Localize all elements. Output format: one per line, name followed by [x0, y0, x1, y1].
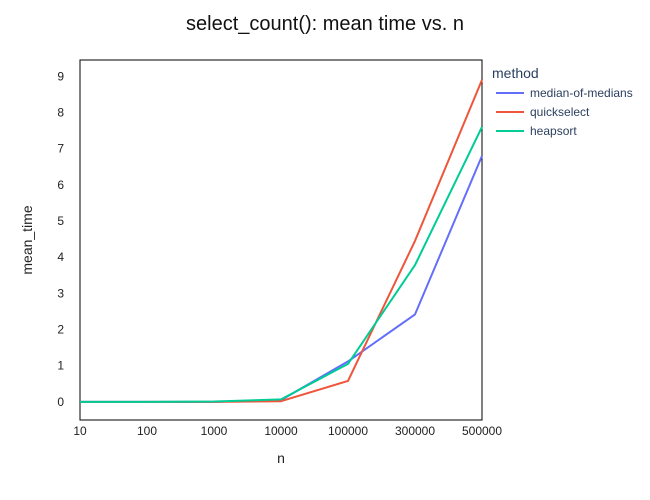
x-axis-title: n [277, 450, 285, 466]
x-tick-label: 500000 [462, 424, 502, 438]
x-tick-label: 1000 [201, 424, 228, 438]
y-tick-label: 4 [57, 250, 64, 264]
y-axis-title: mean_time [19, 205, 35, 274]
x-tick-label: 100000 [328, 424, 368, 438]
x-tick-label: 10 [73, 424, 87, 438]
y-tick-label: 9 [57, 69, 64, 83]
chart-title: select_count(): mean time vs. n [186, 13, 464, 35]
y-tick-label: 5 [57, 214, 64, 228]
x-tick-label: 300000 [395, 424, 435, 438]
legend: method median-of-medians quickselect heaps… [492, 65, 633, 138]
series-line-median-of-medians [80, 155, 483, 403]
y-tick-label: 2 [57, 323, 64, 337]
plot-frame [79, 59, 483, 421]
legend-label: heapsort [530, 124, 577, 138]
y-axis: 0 1 2 3 4 5 6 7 8 9 [57, 69, 64, 409]
legend-label: median-of-medians [530, 86, 633, 100]
y-tick-label: 8 [57, 105, 64, 119]
x-tick-label: 10000 [264, 424, 298, 438]
legend-label: quickselect [530, 105, 590, 119]
series-line-quickselect [80, 79, 483, 403]
y-tick-label: 3 [57, 286, 64, 300]
x-axis: 10 100 1000 10000 100000 300000 500000 [73, 424, 502, 438]
y-tick-label: 1 [57, 359, 64, 373]
legend-title: method [492, 65, 539, 81]
y-tick-label: 6 [57, 178, 64, 192]
y-tick-label: 7 [57, 142, 64, 156]
y-tick-label: 0 [57, 395, 64, 409]
x-tick-label: 100 [137, 424, 157, 438]
plot-area [80, 79, 483, 403]
series-line-heapsort [80, 126, 483, 403]
